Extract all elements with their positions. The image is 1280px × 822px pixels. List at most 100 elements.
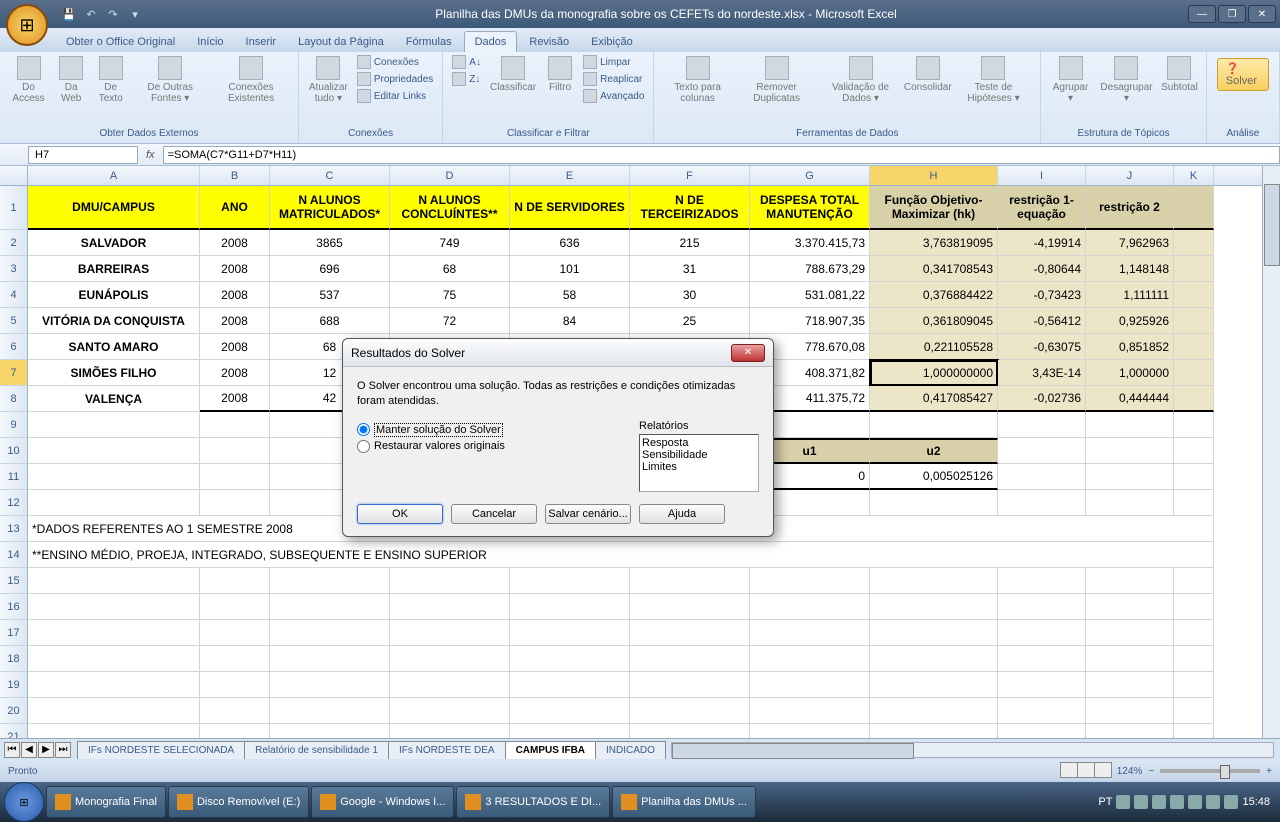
ribbon-button[interactable]: Conexões Existentes: [210, 54, 292, 106]
cell[interactable]: [200, 672, 270, 698]
first-sheet-button[interactable]: ⏮: [4, 742, 20, 758]
tray-icon[interactable]: [1116, 795, 1130, 809]
cell[interactable]: [200, 490, 270, 516]
ribbon-button[interactable]: Remover Duplicatas: [737, 54, 816, 106]
row-header[interactable]: 9: [0, 412, 28, 438]
cell[interactable]: [750, 594, 870, 620]
cell[interactable]: SANTO AMARO: [28, 334, 200, 360]
ribbon-button[interactable]: Conexões: [354, 54, 436, 70]
ribbon-tab[interactable]: Revisão: [519, 32, 579, 52]
cell[interactable]: 25: [630, 308, 750, 334]
cell[interactable]: [1174, 620, 1214, 646]
sheet-tab[interactable]: IFs NORDESTE DEA: [388, 741, 506, 759]
row-header[interactable]: 8: [0, 386, 28, 412]
cell[interactable]: 68: [390, 256, 510, 282]
cell[interactable]: 2008: [200, 334, 270, 360]
cell[interactable]: [1174, 568, 1214, 594]
cell[interactable]: 0,925926: [1086, 308, 1174, 334]
dialog-close-button[interactable]: ✕: [731, 344, 765, 362]
cell[interactable]: [200, 646, 270, 672]
column-header[interactable]: D: [390, 166, 510, 185]
column-header[interactable]: I: [998, 166, 1086, 185]
cell[interactable]: [1174, 724, 1214, 738]
cell[interactable]: [1174, 412, 1214, 438]
cell[interactable]: [1174, 186, 1214, 230]
dialog-button-ajuda[interactable]: Ajuda: [639, 504, 725, 524]
cell[interactable]: DESPESA TOTAL MANUTENÇÃO: [750, 186, 870, 230]
maximize-button[interactable]: ❐: [1218, 5, 1246, 23]
cell[interactable]: 58: [510, 282, 630, 308]
cell[interactable]: N DE SERVIDORES: [510, 186, 630, 230]
cell[interactable]: 0,221105528: [870, 334, 998, 360]
cell[interactable]: 2008: [200, 386, 270, 412]
cell[interactable]: [390, 568, 510, 594]
cell[interactable]: 2008: [200, 230, 270, 256]
tray-icon[interactable]: [1152, 795, 1166, 809]
taskbar-button[interactable]: Planilha das DMUs ...: [612, 786, 756, 818]
ribbon-button[interactable]: Do Access: [6, 54, 51, 106]
cell[interactable]: [390, 594, 510, 620]
prev-sheet-button[interactable]: ◀: [21, 742, 37, 758]
sheet-tab[interactable]: IFs NORDESTE SELECIONADA: [77, 741, 245, 759]
cell[interactable]: 531.081,22: [750, 282, 870, 308]
cell[interactable]: [200, 568, 270, 594]
cell[interactable]: [750, 646, 870, 672]
qat-more-icon[interactable]: ▾: [126, 5, 144, 23]
ribbon-tab[interactable]: Inserir: [236, 32, 287, 52]
tray-clock[interactable]: 15:48: [1242, 796, 1270, 808]
zoom-slider[interactable]: [1160, 769, 1260, 773]
formula-input[interactable]: =SOMA(C7*G11+D7*H11): [163, 146, 1280, 164]
cell[interactable]: [870, 412, 998, 438]
cell[interactable]: [1174, 360, 1214, 386]
tray-icon[interactable]: [1170, 795, 1184, 809]
cell[interactable]: [630, 646, 750, 672]
ribbon-tab[interactable]: Exibição: [581, 32, 643, 52]
zoom-out-button[interactable]: −: [1148, 766, 1154, 777]
refresh-all-button[interactable]: Atualizar tudo ▾: [305, 54, 352, 106]
cell[interactable]: 537: [270, 282, 390, 308]
ribbon-button[interactable]: Subtotal: [1159, 54, 1200, 95]
cell[interactable]: [1086, 646, 1174, 672]
cell[interactable]: SALVADOR: [28, 230, 200, 256]
ribbon-button[interactable]: Avançado: [580, 88, 647, 104]
cell[interactable]: [390, 698, 510, 724]
keep-solution-radio[interactable]: Manter solução do Solver: [357, 423, 623, 437]
cell[interactable]: 636: [510, 230, 630, 256]
row-header[interactable]: 10: [0, 438, 28, 464]
cell[interactable]: [1174, 672, 1214, 698]
cell[interactable]: [28, 620, 200, 646]
last-sheet-button[interactable]: ⏭: [55, 742, 71, 758]
save-icon[interactable]: 💾: [60, 5, 78, 23]
cell[interactable]: 7,962963: [1086, 230, 1174, 256]
ribbon-button[interactable]: De Outras Fontes ▾: [132, 54, 208, 106]
tray-icon[interactable]: [1188, 795, 1202, 809]
cell[interactable]: 3865: [270, 230, 390, 256]
dialog-titlebar[interactable]: Resultados do Solver ✕: [343, 339, 773, 367]
cell[interactable]: 75: [390, 282, 510, 308]
cell[interactable]: [750, 672, 870, 698]
cell[interactable]: Função Objetivo- Maximizar (hk): [870, 186, 998, 230]
cell[interactable]: [870, 724, 998, 738]
cell[interactable]: [1086, 438, 1174, 464]
horizontal-scrollbar[interactable]: [671, 742, 1274, 758]
cell[interactable]: 1,111111: [1086, 282, 1174, 308]
cell[interactable]: EUNÁPOLIS: [28, 282, 200, 308]
cell[interactable]: [1174, 438, 1214, 464]
column-header[interactable]: G: [750, 166, 870, 185]
cell[interactable]: 2008: [200, 360, 270, 386]
cell[interactable]: [270, 568, 390, 594]
cell[interactable]: 0,376884422: [870, 282, 998, 308]
cell[interactable]: 2008: [200, 256, 270, 282]
row-header[interactable]: 18: [0, 646, 28, 672]
cell[interactable]: 0,417085427: [870, 386, 998, 412]
row-header[interactable]: 19: [0, 672, 28, 698]
undo-icon[interactable]: ↶: [82, 5, 100, 23]
name-box[interactable]: H7: [28, 146, 138, 164]
sort-desc-button[interactable]: Z↓: [449, 71, 484, 87]
reports-listbox[interactable]: RespostaSensibilidadeLimites: [639, 434, 759, 492]
cell[interactable]: 30: [630, 282, 750, 308]
dialog-button-ok[interactable]: OK: [357, 504, 443, 524]
cell[interactable]: [630, 594, 750, 620]
row-header[interactable]: 20: [0, 698, 28, 724]
cell[interactable]: 0,341708543: [870, 256, 998, 282]
